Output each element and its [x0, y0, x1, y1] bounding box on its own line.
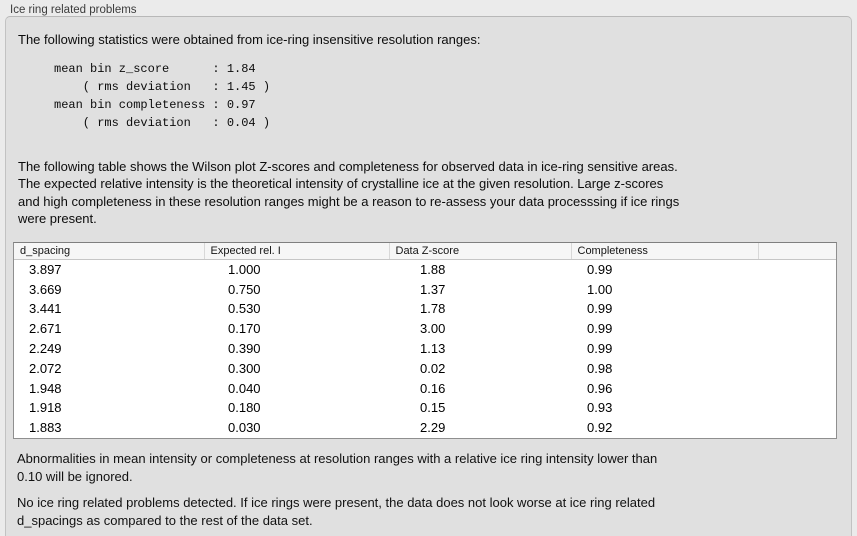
text-line: The expected relative intensity is the t… — [18, 176, 664, 191]
table-row[interactable]: 2.671 0.170 3.00 0.99 — [14, 319, 836, 339]
text-line: ( rms deviation : 1.45 ) — [54, 79, 271, 94]
table-cell — [758, 319, 836, 339]
column-header-empty[interactable] — [757, 242, 836, 260]
table-cell: 2.072 — [29, 360, 62, 376]
table-cell: 3.441 — [29, 301, 62, 317]
table-cell: 1.948 — [29, 380, 62, 396]
table-cell: 0.99 — [587, 301, 613, 317]
table-cell: 1.883 — [29, 420, 62, 436]
table-row[interactable]: 3.669 0.750 1.37 1.00 — [14, 279, 836, 299]
table-cell: 0.530 — [228, 301, 261, 317]
text-line: and high completeness in these resolutio… — [18, 193, 680, 209]
text-line: mean bin completeness : 0.97 — [54, 97, 256, 112]
table-cell: 0.300 — [228, 360, 261, 376]
column-header-completeness[interactable]: Completeness — [570, 242, 758, 260]
table-cell: 0.99 — [587, 262, 613, 278]
table-cell: 0.040 — [228, 380, 261, 396]
table-cell — [758, 378, 836, 398]
table-cell — [758, 339, 836, 359]
table-cell: 0.16 — [420, 380, 446, 396]
stats-intro-text: The following statistics were obtained f… — [18, 32, 481, 47]
table-cell — [758, 260, 836, 280]
table-row[interactable]: 1.883 0.030 2.29 0.92 — [14, 418, 836, 438]
text-line: d_spacings as compared to the rest of th… — [17, 512, 313, 528]
table-cell: 0.750 — [228, 281, 261, 297]
ignore-threshold-text: Abnormalities in mean intensity or compl… — [17, 450, 839, 486]
table-cell: 1.000 — [228, 262, 261, 278]
table-cell: 3.897 — [29, 262, 62, 278]
table-row[interactable]: 1.918 0.180 0.15 0.93 — [14, 398, 836, 418]
text-line: Abnormalities in mean intensity or compl… — [17, 450, 658, 466]
table-cell: 1.37 — [420, 281, 446, 297]
table-cell: 0.99 — [587, 341, 613, 357]
conclusion-text: No ice ring related problems detected. I… — [17, 494, 839, 530]
table-cell: 3.00 — [420, 321, 446, 337]
table-cell: 1.78 — [420, 301, 446, 317]
table-cell: 0.15 — [420, 400, 446, 416]
table-cell: 2.249 — [29, 341, 62, 357]
table-cell: 0.99 — [587, 321, 613, 337]
table-cell: 0.02 — [420, 360, 446, 376]
table-row[interactable]: 3.897 1.000 1.88 0.99 — [14, 260, 836, 280]
table-cell — [758, 299, 836, 319]
table-cell: 2.671 — [29, 321, 62, 337]
ice-ring-group-box: The following statistics were obtained f… — [5, 16, 852, 536]
text-line: mean bin z_score : 1.84 — [54, 61, 256, 76]
ice-ring-table: d_spacing Expected rel. I Data Z-score C… — [13, 241, 837, 439]
table-cell: 0.030 — [228, 420, 261, 436]
table-cell: 2.29 — [420, 420, 446, 436]
table-cell: 0.93 — [587, 400, 613, 416]
text-line: ( rms deviation : 0.04 ) — [54, 115, 271, 130]
column-header-d-spacing[interactable]: d_spacing — [14, 242, 204, 260]
column-header-expected-rel-i[interactable]: Expected rel. I — [203, 242, 389, 260]
group-box-title: Ice ring related problems — [10, 4, 137, 16]
stats-monospace-block: mean bin z_score : 1.84 ( rms deviation … — [54, 60, 839, 132]
table-row[interactable]: 3.441 0.530 1.78 0.99 — [14, 299, 836, 319]
table-cell: 0.170 — [228, 321, 261, 337]
table-cell: 0.390 — [228, 341, 261, 357]
table-cell: 1.13 — [420, 341, 446, 357]
table-cell: 1.918 — [29, 400, 62, 416]
table-description-text: The following table shows the Wilson plo… — [18, 158, 839, 228]
table-row[interactable]: 1.948 0.040 0.16 0.96 — [14, 378, 836, 398]
table-row[interactable]: 2.249 0.390 1.13 0.99 — [14, 339, 836, 359]
table-cell: 0.96 — [587, 380, 613, 396]
table-cell: 0.92 — [587, 420, 613, 436]
table-cell — [758, 358, 836, 378]
table-cell: 1.88 — [420, 262, 446, 278]
column-header-data-z-score[interactable]: Data Z-score — [388, 242, 571, 260]
table-cell — [758, 418, 836, 438]
table-cell — [758, 398, 836, 418]
text-line: No ice ring related problems detected. I… — [17, 494, 656, 510]
table-cell — [758, 279, 836, 299]
table-cell: 3.669 — [29, 281, 62, 297]
text-line: 0.10 will be ignored. — [17, 468, 133, 484]
table-header-row: d_spacing Expected rel. I Data Z-score C… — [14, 242, 836, 260]
text-line: were present. — [18, 211, 97, 226]
text-line: The following table shows the Wilson plo… — [18, 158, 678, 174]
table-cell: 0.180 — [228, 400, 261, 416]
table-cell: 0.98 — [587, 360, 613, 376]
table-body: 3.897 1.000 1.88 0.99 3.669 0.750 1.37 1.00 3.44… — [14, 260, 836, 438]
table-cell: 1.00 — [587, 281, 613, 297]
table-row[interactable]: 2.072 0.300 0.02 0.98 — [14, 358, 836, 378]
